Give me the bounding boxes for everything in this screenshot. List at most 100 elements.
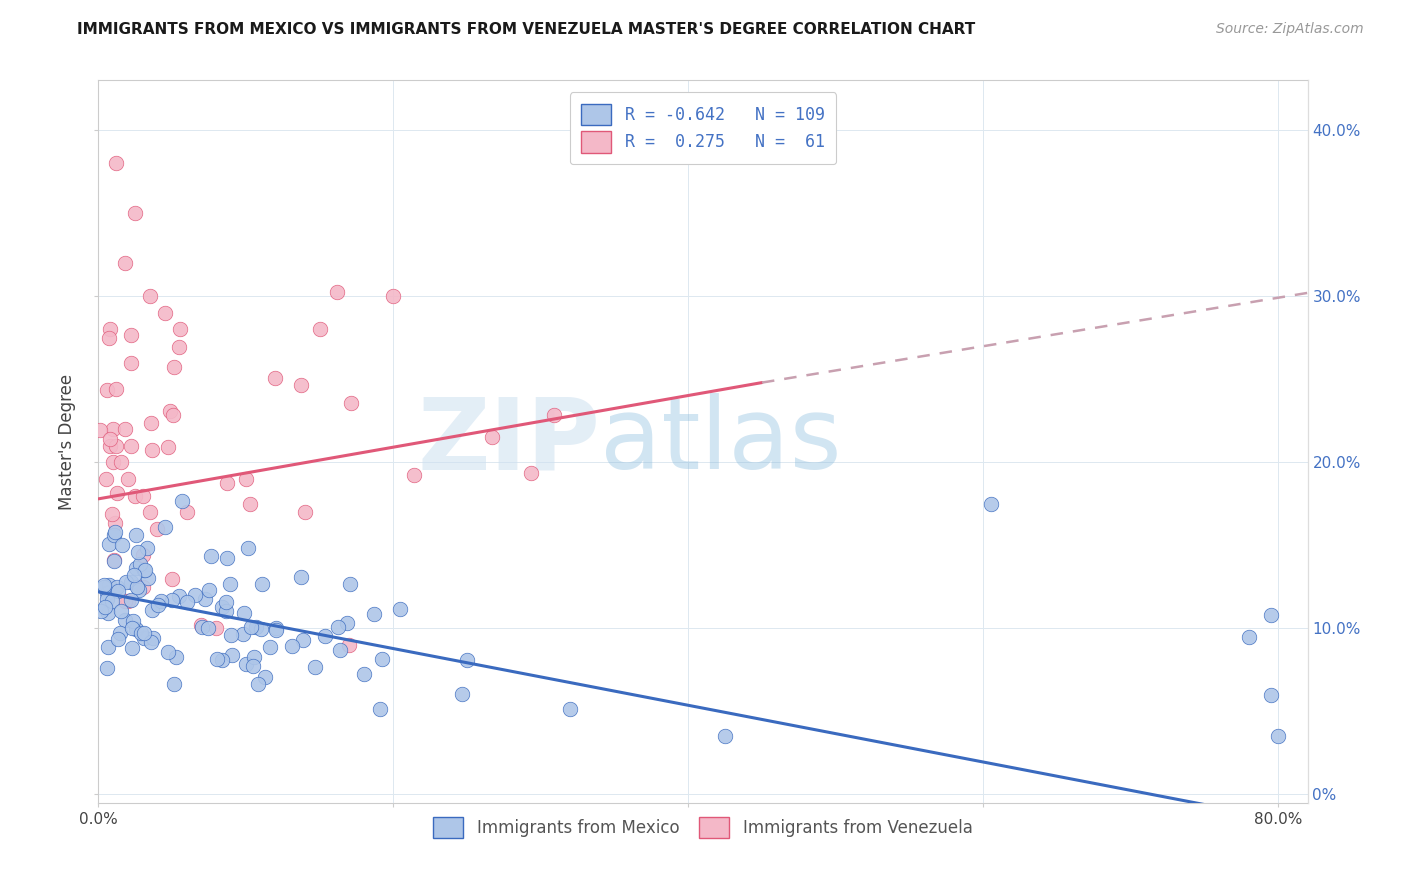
Point: [139, 416, 162, 430]
Point: [160, 593, 183, 607]
Point: [122, 614, 145, 628]
Point: [120, 575, 142, 590]
Point: [120, 593, 142, 607]
Point: [101, 594, 124, 608]
Point: [215, 604, 238, 618]
Point: [325, 285, 347, 299]
Text: atlas: atlas: [600, 393, 842, 490]
Point: [290, 570, 312, 584]
Point: [117, 594, 139, 608]
Point: [291, 632, 314, 647]
Point: [124, 568, 146, 582]
Point: [1267, 730, 1289, 744]
Point: [169, 322, 191, 336]
Point: [124, 561, 146, 575]
Point: [215, 476, 238, 491]
Point: [103, 527, 125, 541]
Point: [96, 640, 118, 655]
Point: [156, 440, 179, 454]
Point: [105, 439, 128, 453]
Point: [326, 620, 349, 634]
Point: [184, 588, 207, 602]
Point: [98, 537, 121, 551]
Point: [558, 702, 581, 716]
Point: [114, 256, 136, 270]
Point: [304, 660, 326, 674]
Point: [167, 340, 190, 354]
Point: [134, 563, 156, 577]
Point: [141, 635, 163, 649]
Point: [340, 395, 363, 409]
Point: [163, 677, 186, 691]
Point: [107, 583, 129, 598]
Point: [132, 626, 155, 640]
Point: [294, 505, 316, 519]
Point: [290, 378, 312, 392]
Point: [105, 485, 128, 500]
Point: [382, 289, 405, 303]
Point: [190, 618, 212, 632]
Point: [169, 589, 191, 603]
Point: [314, 629, 336, 643]
Point: [101, 455, 124, 469]
Point: [266, 621, 288, 635]
Point: [232, 606, 254, 620]
Point: [120, 328, 142, 343]
Point: [101, 422, 124, 436]
Point: [110, 603, 132, 617]
Point: [368, 702, 391, 716]
Point: [104, 516, 127, 530]
Point: [94, 472, 117, 486]
Point: [197, 621, 219, 635]
Point: [170, 494, 193, 508]
Point: [105, 156, 128, 170]
Point: [197, 582, 219, 597]
Point: [259, 640, 281, 654]
Point: [245, 620, 267, 634]
Point: [242, 659, 264, 673]
Point: [247, 677, 270, 691]
Point: [120, 356, 142, 370]
Point: [142, 632, 165, 646]
Point: [97, 606, 120, 620]
Point: [125, 622, 148, 636]
Point: [160, 572, 183, 586]
Point: [136, 571, 159, 585]
Point: [128, 582, 150, 597]
Point: [150, 593, 173, 607]
Point: [339, 577, 361, 591]
Point: [162, 408, 184, 422]
Text: ZIP: ZIP: [418, 393, 600, 490]
Point: [543, 408, 565, 422]
Point: [232, 627, 254, 641]
Point: [353, 666, 375, 681]
Point: [136, 541, 159, 555]
Point: [103, 554, 125, 568]
Point: [191, 620, 214, 634]
Point: [205, 621, 228, 635]
Point: [111, 538, 134, 552]
Point: [93, 578, 115, 592]
Point: [120, 439, 142, 453]
Point: [239, 620, 262, 634]
Text: Source: ZipAtlas.com: Source: ZipAtlas.com: [1216, 22, 1364, 37]
Point: [114, 422, 136, 436]
Point: [157, 645, 180, 659]
Point: [132, 631, 155, 645]
Point: [388, 602, 411, 616]
Point: [242, 649, 264, 664]
Point: [132, 548, 155, 562]
Point: [336, 616, 359, 631]
Point: [97, 331, 120, 345]
Y-axis label: Master's Degree: Master's Degree: [58, 374, 76, 509]
Point: [221, 648, 243, 663]
Point: [141, 603, 163, 617]
Point: [371, 652, 394, 666]
Point: [266, 624, 288, 638]
Point: [200, 549, 222, 563]
Point: [121, 621, 143, 635]
Point: [98, 322, 121, 336]
Point: [215, 595, 238, 609]
Point: [363, 607, 385, 622]
Point: [127, 544, 149, 558]
